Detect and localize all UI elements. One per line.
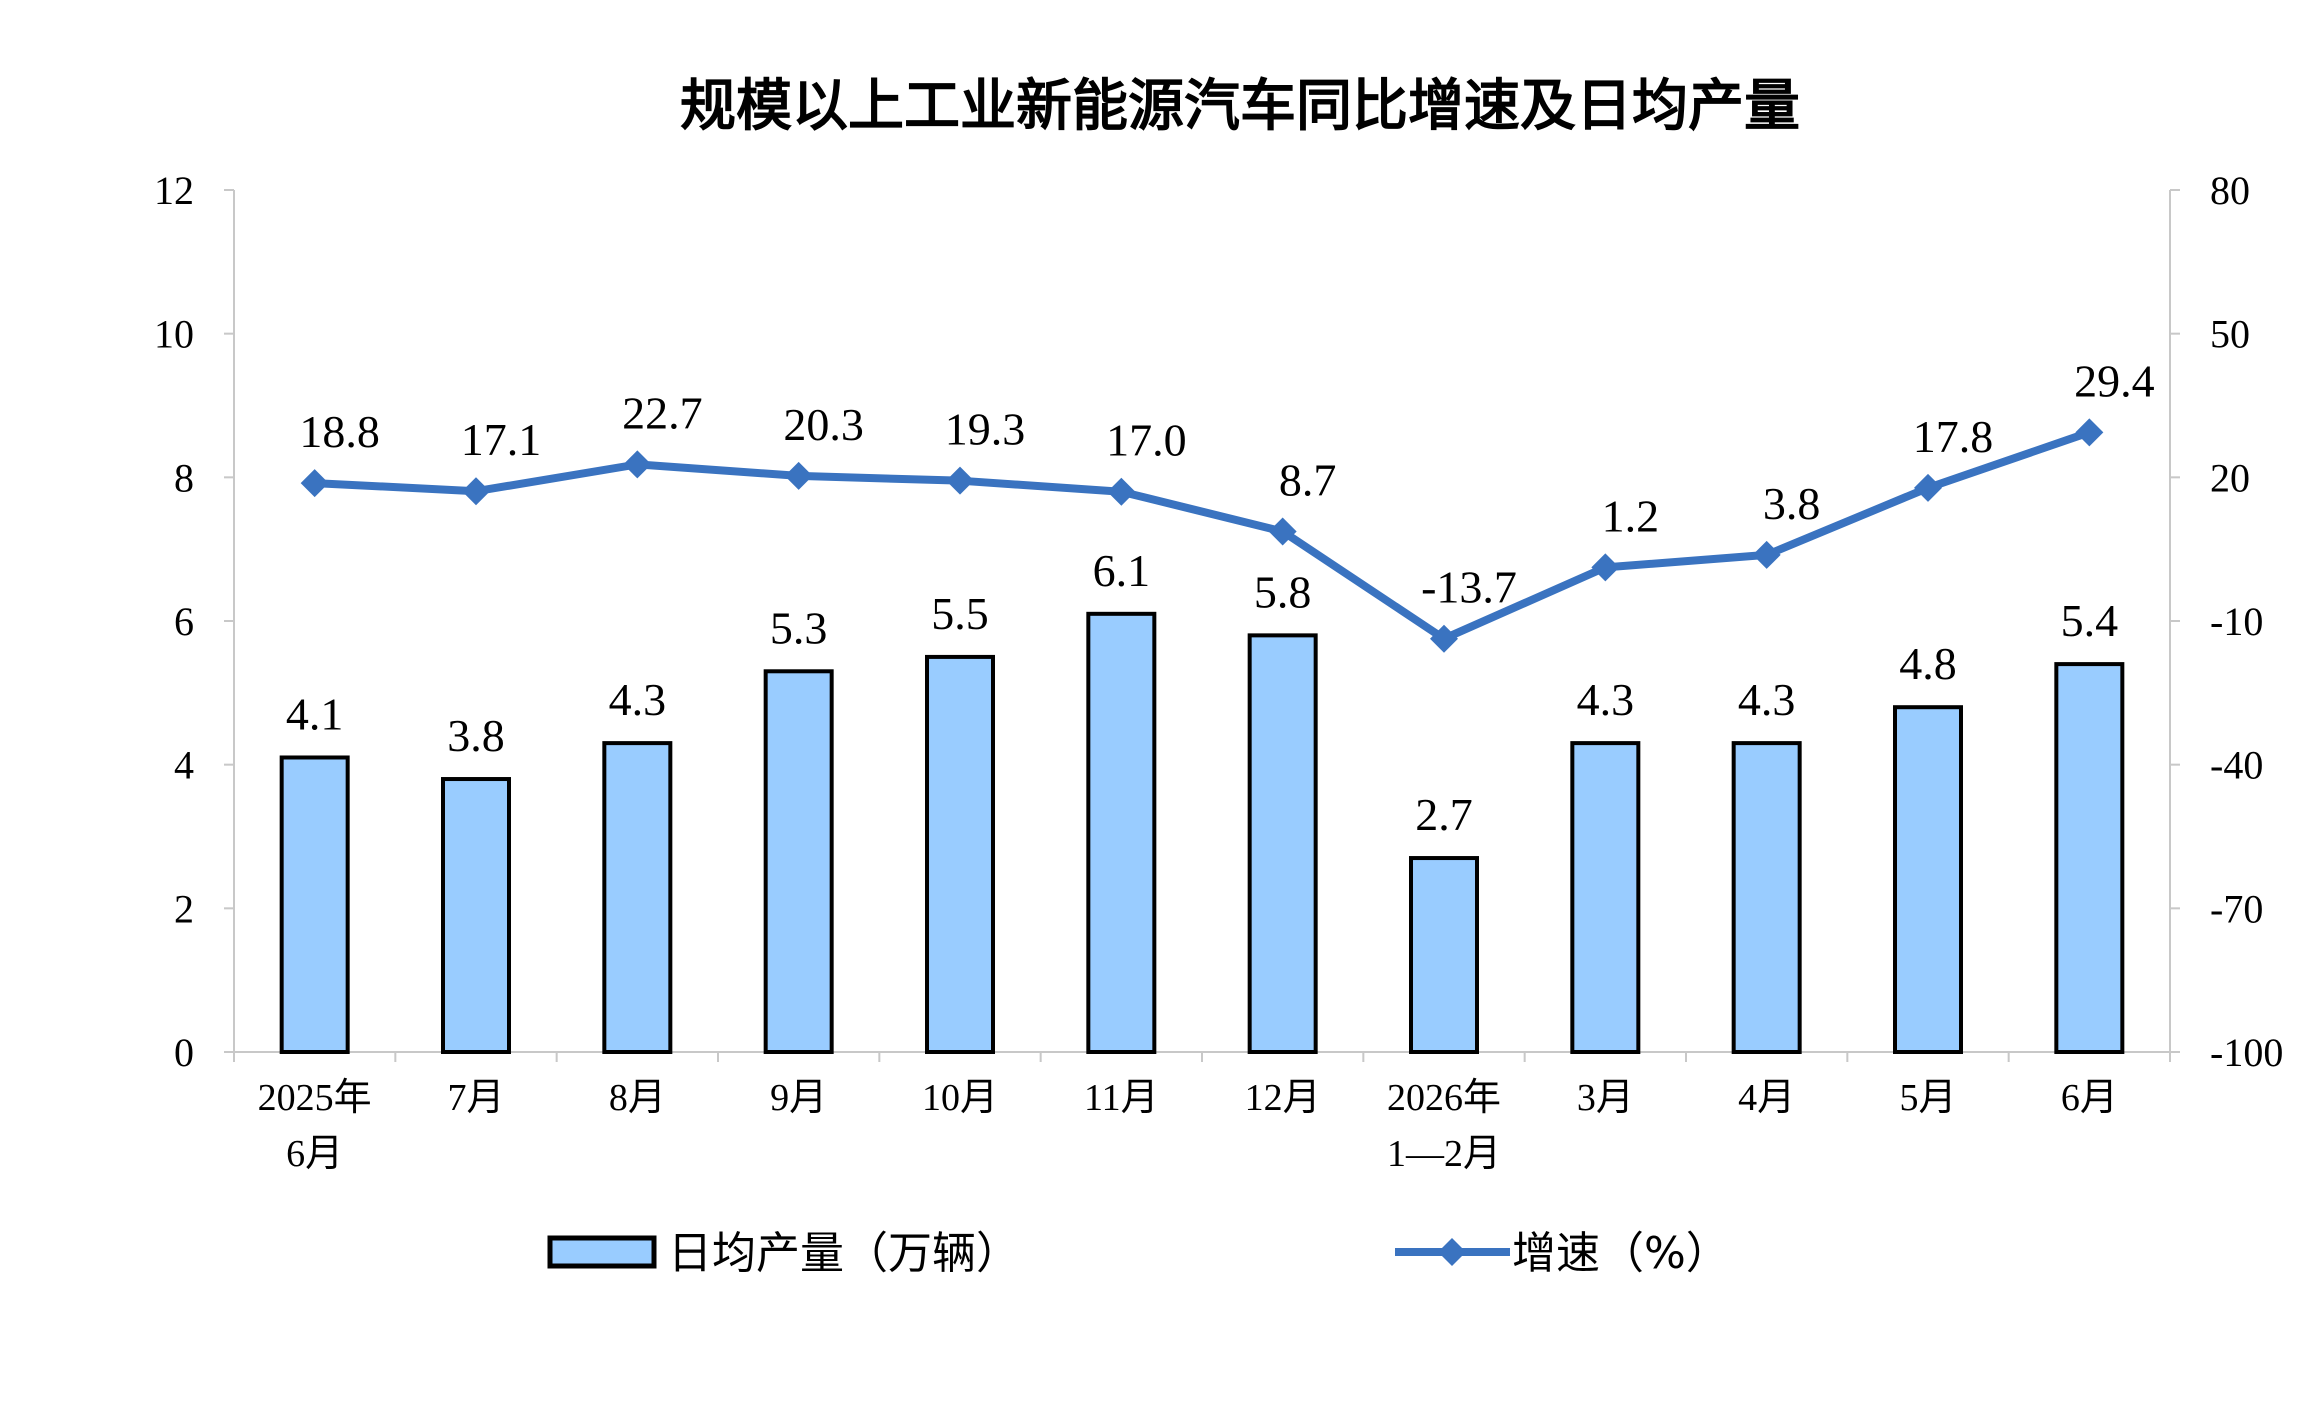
line-data-label: 17.0: [1106, 415, 1187, 466]
x-tick-label: 6月: [2061, 1077, 2118, 1119]
legend-bar-label: 日均产量（万辆）: [668, 1228, 1020, 1279]
left-tick-label: 6: [174, 599, 194, 644]
x-tick-label: 6月: [286, 1133, 343, 1175]
line-marker: [462, 477, 490, 506]
line-marker: [946, 466, 974, 495]
bar-data-label: 4.3: [609, 674, 667, 725]
bar: [279, 755, 350, 1054]
right-tick-label: -10: [2210, 599, 2263, 644]
x-tick-label: 3月: [1577, 1077, 1634, 1119]
bar-data-label: 4.8: [1899, 638, 1957, 689]
bar-data-label: 4.3: [1577, 674, 1635, 725]
right-tick-label: 20: [2210, 455, 2250, 500]
bar-data-label: 4.1: [286, 688, 344, 739]
line-marker: [1914, 473, 1942, 502]
x-tick-label: 1—2月: [1387, 1133, 1501, 1175]
right-tick-label: -100: [2210, 1030, 2283, 1075]
left-tick-label: 12: [154, 168, 194, 213]
bar: [602, 741, 673, 1054]
legend-bar-swatch: [547, 1235, 657, 1269]
line-data-label: 17.8: [1913, 411, 1994, 462]
x-tick-label: 11月: [1084, 1077, 1159, 1119]
line-marker: [2075, 418, 2104, 447]
line-marker: [784, 461, 813, 490]
bar: [2054, 662, 2125, 1054]
left-tick-label: 0: [174, 1030, 194, 1075]
legend-line-marker: [1438, 1238, 1466, 1266]
left-tick-label: 10: [154, 312, 194, 357]
bar: [925, 654, 995, 1055]
line-data-label: 18.8: [299, 406, 380, 457]
right-tick-label: 50: [2210, 312, 2250, 357]
bar-data-label: 3.8: [447, 710, 505, 761]
x-tick-label: 7月: [447, 1077, 504, 1119]
x-tick-label: 10月: [922, 1077, 998, 1119]
bar: [1409, 856, 1479, 1054]
line-marker: [1268, 517, 1297, 546]
x-tick-label: 5月: [1899, 1077, 1956, 1119]
x-tick-label: 2025年: [258, 1077, 372, 1119]
bar: [1570, 741, 1641, 1054]
line-data-label: 8.7: [1279, 454, 1337, 505]
line-data-label: 20.3: [783, 399, 864, 450]
x-tick-label: 8月: [609, 1077, 666, 1119]
bar: [441, 777, 511, 1054]
line-marker: [1107, 477, 1136, 506]
line-marker: [1430, 624, 1458, 653]
bar: [763, 669, 834, 1054]
chart-title: 规模以上工业新能源汽车同比增速及日均产量: [680, 74, 1800, 139]
x-tick-label: 4月: [1738, 1077, 1795, 1119]
line-data-label: 19.3: [945, 404, 1026, 455]
right-tick-label: -40: [2210, 743, 2263, 788]
left-tick-label: 2: [174, 886, 194, 931]
line-marker: [1752, 540, 1781, 569]
bar-data-label: 6.1: [1093, 545, 1151, 596]
left-tick-label: 8: [174, 455, 194, 500]
data-labels: 4.1 3.8 4.3 5.3 5.5 6.1 5.8 2.7 4.3 4.3 4.8 5.4 18.8…: [286, 355, 2155, 840]
left-tick-label: 4: [174, 743, 194, 788]
line-data-label: 29.4: [2074, 355, 2155, 406]
right-tick-label: 80: [2210, 168, 2250, 213]
line-data-label: 3.8: [1763, 478, 1821, 529]
line-data-label: 22.7: [622, 387, 703, 438]
bar-series: [279, 611, 2125, 1055]
line-series: [300, 418, 2104, 653]
legend: 日均产量（万辆） 增速（%）: [547, 1228, 1730, 1279]
line-marker: [1591, 553, 1620, 582]
bar-data-label: 5.8: [1254, 566, 1312, 617]
legend-line-label: 增速（%）: [1512, 1228, 1730, 1279]
bar: [1086, 611, 1157, 1054]
x-tick-label: 12月: [1245, 1077, 1321, 1119]
bar: [1247, 633, 1318, 1054]
growth-line: [314, 428, 2091, 643]
bar-data-label: 5.4: [2061, 595, 2119, 646]
axes: 0 2 4 6 8 10 12 -100 -70 -40 -10 20 50 80 2025年 6月 7月 8月 9…: [154, 168, 2283, 1175]
bar: [1893, 705, 1963, 1054]
line-marker: [623, 450, 652, 479]
bar-data-label: 5.3: [770, 602, 828, 653]
x-tick-label: 2026年: [1387, 1077, 1501, 1119]
line-data-label: 1.2: [1602, 490, 1660, 541]
bar-data-label: 5.5: [931, 588, 989, 639]
bar: [1731, 741, 1802, 1054]
line-marker: [300, 469, 329, 498]
x-tick-label: 9月: [770, 1077, 827, 1119]
line-data-label: -13.7: [1421, 562, 1517, 613]
right-tick-label: -70: [2210, 886, 2263, 931]
bar-data-label: 4.3: [1738, 674, 1796, 725]
bar-data-label: 2.7: [1415, 789, 1473, 840]
line-data-label: 17.1: [461, 414, 542, 465]
